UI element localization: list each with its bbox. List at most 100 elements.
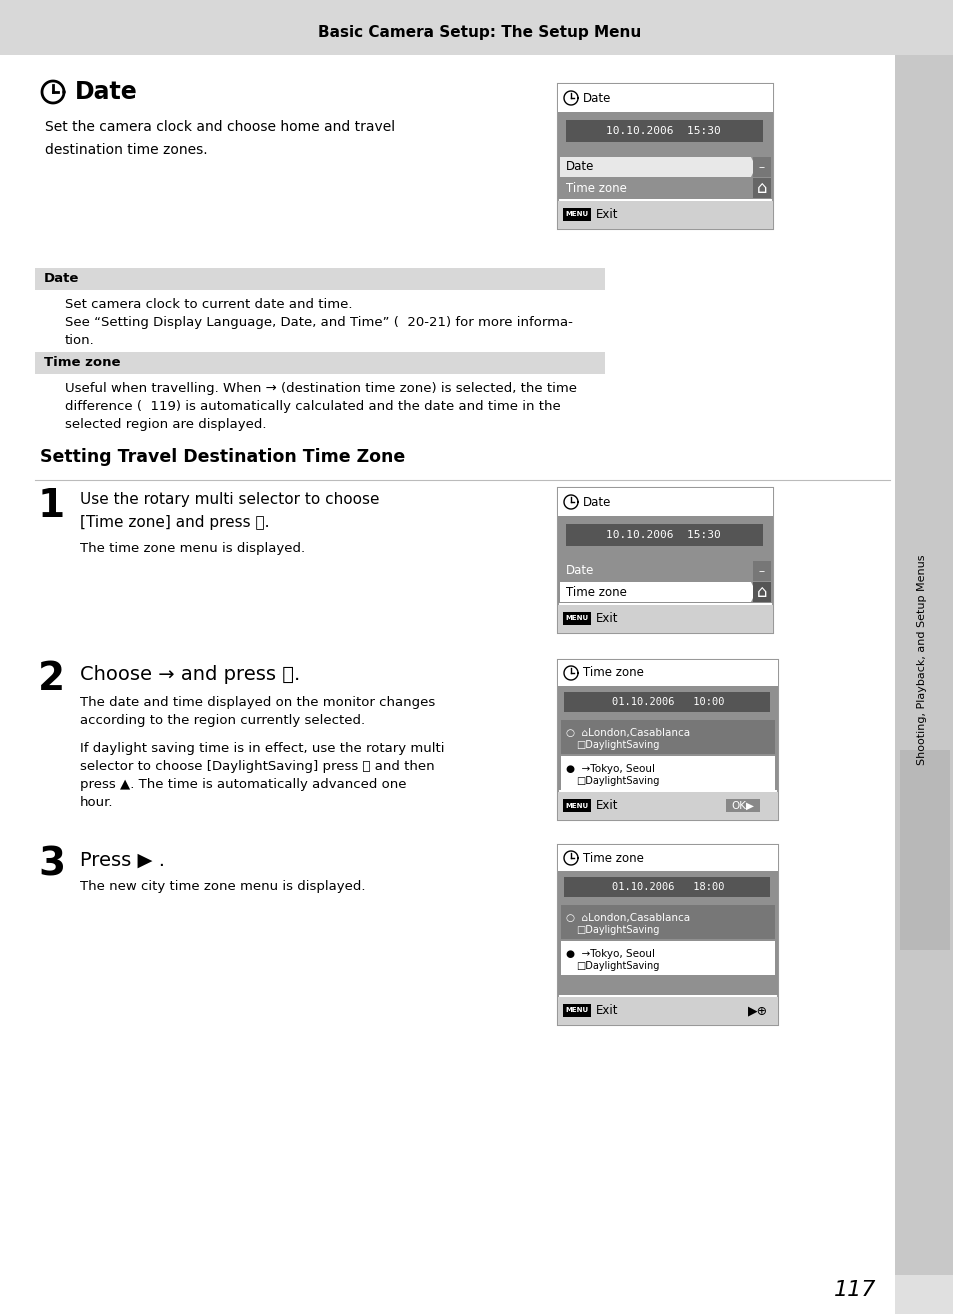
Bar: [558, 112, 772, 198]
Text: ●  →Tokyo, Seoul: ● →Tokyo, Seoul: [565, 763, 655, 774]
Bar: [558, 792, 778, 820]
Text: Time zone: Time zone: [565, 181, 626, 194]
Text: ▶⊕: ▶⊕: [747, 1004, 767, 1017]
Bar: [560, 720, 774, 754]
Polygon shape: [559, 156, 755, 177]
Bar: [558, 487, 772, 516]
Bar: [899, 750, 949, 950]
Text: The new city time zone menu is displayed.: The new city time zone menu is displayed…: [80, 880, 365, 894]
Text: Time zone: Time zone: [582, 851, 643, 865]
Bar: [558, 516, 772, 603]
Bar: [752, 582, 770, 602]
Text: Exit: Exit: [596, 208, 618, 221]
Text: Time zone: Time zone: [44, 356, 120, 369]
Text: 2: 2: [38, 660, 65, 698]
Text: --: --: [758, 162, 764, 172]
Bar: [562, 208, 590, 221]
Text: Date: Date: [565, 160, 594, 173]
Bar: [558, 660, 778, 686]
Bar: [558, 84, 772, 229]
Bar: [752, 561, 770, 581]
Text: Press ▶ .: Press ▶ .: [80, 851, 165, 870]
Text: tion.: tion.: [65, 334, 94, 347]
Bar: [894, 55, 953, 1275]
Bar: [558, 604, 772, 633]
Text: Basic Camera Setup: The Setup Menu: Basic Camera Setup: The Setup Menu: [318, 25, 641, 39]
Text: Date: Date: [582, 495, 611, 509]
Text: according to the region currently selected.: according to the region currently select…: [80, 714, 365, 727]
Text: difference (  119) is automatically calculated and the date and time in the: difference ( 119) is automatically calcu…: [65, 399, 560, 413]
Bar: [558, 871, 778, 995]
Text: OK▶: OK▶: [731, 800, 754, 811]
Text: Exit: Exit: [596, 1004, 618, 1017]
Text: Setting Travel Destination Time Zone: Setting Travel Destination Time Zone: [40, 448, 405, 466]
Text: MENU: MENU: [565, 803, 588, 808]
Text: □DaylightSaving: □DaylightSaving: [576, 961, 659, 971]
Bar: [563, 692, 769, 712]
Text: press ▲. The time is automatically advanced one: press ▲. The time is automatically advan…: [80, 778, 406, 791]
Bar: [752, 177, 770, 198]
Text: 10.10.2006  15:30: 10.10.2006 15:30: [605, 126, 720, 137]
Bar: [558, 686, 778, 790]
Bar: [560, 905, 774, 940]
Text: 01.10.2006   18:00: 01.10.2006 18:00: [611, 882, 723, 892]
Text: MENU: MENU: [565, 615, 588, 622]
Text: selected region are displayed.: selected region are displayed.: [65, 418, 266, 431]
Text: □DaylightSaving: □DaylightSaving: [576, 925, 659, 936]
Text: 1: 1: [38, 487, 65, 526]
Text: MENU: MENU: [565, 1008, 588, 1013]
Bar: [558, 845, 778, 871]
Bar: [560, 756, 774, 790]
Text: hour.: hour.: [80, 796, 113, 809]
Bar: [565, 524, 762, 547]
Bar: [35, 352, 604, 374]
Text: 117: 117: [833, 1280, 875, 1300]
Text: Time zone: Time zone: [565, 586, 626, 598]
Text: --: --: [758, 566, 764, 576]
Text: ●  →Tokyo, Seoul: ● →Tokyo, Seoul: [565, 949, 655, 959]
Bar: [562, 799, 590, 812]
Text: ⌂: ⌂: [756, 583, 766, 600]
Bar: [560, 941, 774, 975]
Text: Set camera clock to current date and time.: Set camera clock to current date and tim…: [65, 298, 352, 311]
Text: Choose → and press ⒪.: Choose → and press ⒪.: [80, 665, 300, 685]
Bar: [563, 876, 769, 897]
Text: MENU: MENU: [565, 212, 588, 218]
Text: Date: Date: [44, 272, 79, 285]
Text: See “Setting Display Language, Date, and Time” (  20-21) for more informa-: See “Setting Display Language, Date, and…: [65, 315, 572, 328]
Text: Date: Date: [582, 92, 611, 105]
Text: If daylight saving time is in effect, use the rotary multi: If daylight saving time is in effect, us…: [80, 742, 444, 756]
Text: Set the camera clock and choose home and travel
destination time zones.: Set the camera clock and choose home and…: [45, 120, 395, 156]
Polygon shape: [559, 582, 755, 602]
Text: Use the rotary multi selector to choose
[Time zone] and press ⒪.: Use the rotary multi selector to choose …: [80, 491, 379, 531]
Bar: [0, 0, 953, 55]
Bar: [725, 799, 760, 812]
Text: Shooting, Playback, and Setup Menus: Shooting, Playback, and Setup Menus: [916, 555, 926, 765]
Bar: [562, 1004, 590, 1017]
Text: ○  ⌂London,Casablanca: ○ ⌂London,Casablanca: [565, 913, 689, 922]
Bar: [558, 201, 772, 229]
Bar: [562, 612, 590, 625]
Text: ⌂: ⌂: [756, 179, 766, 197]
Text: Useful when travelling. When → (destination time zone) is selected, the time: Useful when travelling. When → (destinat…: [65, 382, 577, 396]
Bar: [35, 268, 604, 290]
Text: 01.10.2006   10:00: 01.10.2006 10:00: [611, 696, 723, 707]
Text: Date: Date: [75, 80, 137, 104]
Text: selector to choose [DaylightSaving] press ⒪ and then: selector to choose [DaylightSaving] pres…: [80, 759, 435, 773]
Text: ○  ⌂London,Casablanca: ○ ⌂London,Casablanca: [565, 728, 689, 738]
Bar: [565, 120, 762, 142]
Text: Exit: Exit: [596, 799, 618, 812]
Bar: [558, 845, 778, 1025]
Bar: [752, 156, 770, 177]
Text: Date: Date: [565, 565, 594, 577]
Bar: [558, 660, 778, 820]
Bar: [558, 997, 778, 1025]
Text: □DaylightSaving: □DaylightSaving: [576, 740, 659, 750]
Text: Exit: Exit: [596, 612, 618, 625]
Text: 3: 3: [38, 846, 65, 884]
Text: □DaylightSaving: □DaylightSaving: [576, 777, 659, 786]
Text: The time zone menu is displayed.: The time zone menu is displayed.: [80, 541, 305, 555]
Text: 10.10.2006  15:30: 10.10.2006 15:30: [605, 530, 720, 540]
Text: The date and time displayed on the monitor changes: The date and time displayed on the monit…: [80, 696, 435, 710]
Bar: [558, 487, 772, 633]
